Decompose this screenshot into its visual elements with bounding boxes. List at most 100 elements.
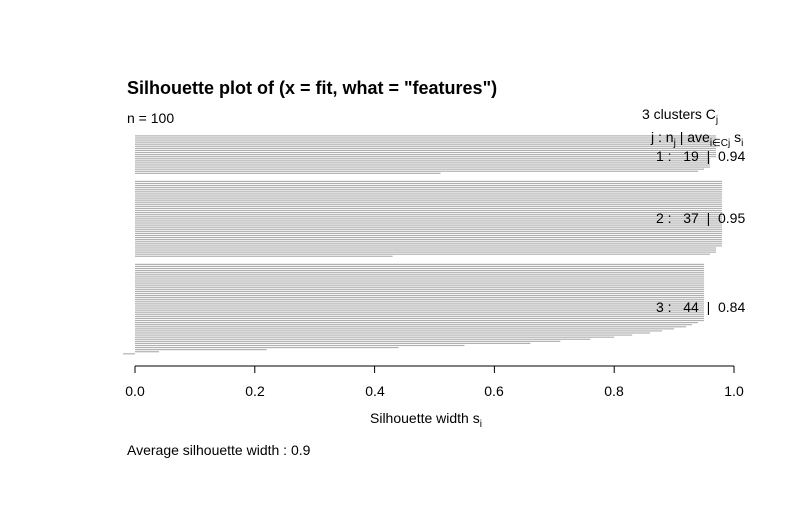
silhouette-bar [135, 301, 705, 303]
silhouette-bar [135, 162, 711, 164]
columns-header-s-sub: i [741, 137, 744, 149]
silhouette-bar [135, 180, 723, 182]
silhouette-bar [135, 319, 705, 322]
silhouette-bar [135, 334, 633, 336]
cluster-1-label: 1 : 19 | 0.94 [656, 148, 746, 164]
silhouette-bar [135, 247, 717, 249]
cluster-2-bars [135, 180, 723, 257]
silhouette-bar [135, 193, 723, 195]
silhouette-bar [135, 317, 705, 320]
silhouette-bar [135, 145, 717, 147]
silhouette-bar [135, 216, 723, 218]
silhouette-bar [135, 255, 393, 257]
silhouette-bar [135, 141, 717, 143]
silhouette-bar [135, 280, 705, 282]
x-tick-label: 1.0 [724, 383, 744, 399]
silhouette-bar [135, 336, 615, 338]
x-axis-label: Silhouette width si [370, 410, 482, 430]
silhouette-bar [135, 189, 723, 191]
x-tick-label: 0.6 [484, 383, 504, 399]
silhouette-bar [135, 267, 705, 270]
silhouette-bar [135, 214, 723, 216]
silhouette-bar [135, 309, 705, 311]
silhouette-bar [135, 228, 723, 230]
silhouette-bar [135, 218, 723, 220]
silhouette-bar [135, 139, 717, 141]
silhouette-bar [135, 253, 711, 255]
clusters-header-sub: j [715, 114, 719, 126]
silhouette-bar [135, 209, 723, 212]
silhouette-bar [135, 342, 531, 344]
silhouette-bar [135, 236, 723, 239]
silhouette-bar [135, 292, 705, 295]
cluster-1-bars [135, 135, 717, 174]
silhouette-bar [135, 143, 717, 145]
clusters-header: 3 clusters Cj [642, 106, 718, 126]
silhouette-bar [135, 326, 687, 328]
silhouette-bar [135, 239, 723, 241]
silhouette-bar [135, 220, 723, 222]
silhouette-bar [135, 205, 723, 207]
silhouette-bar [135, 288, 705, 290]
silhouette-bar [135, 265, 705, 268]
silhouette-bar [135, 234, 723, 237]
silhouette-bar [135, 147, 717, 149]
silhouette-bar [135, 297, 705, 299]
cluster-3-label: 3 : 44 | 0.84 [656, 299, 746, 315]
silhouette-bar [135, 158, 711, 160]
silhouette-bar [135, 226, 723, 228]
silhouette-bar [135, 311, 705, 313]
columns-header-s: s [730, 129, 742, 145]
silhouette-bar [135, 322, 699, 324]
silhouette-bar [135, 164, 711, 166]
chart-title: Silhouette plot of (x = fit, what = "fea… [127, 78, 498, 98]
columns-header-j-sub: j [673, 137, 676, 149]
silhouette-bar [135, 290, 705, 292]
silhouette-bar [135, 249, 717, 251]
silhouette-bar [135, 230, 723, 232]
silhouette-bar [135, 243, 723, 245]
silhouette-bar [135, 313, 705, 315]
x-tick-label: 0.0 [125, 383, 145, 399]
silhouette-bar [135, 222, 723, 224]
silhouette-bar [123, 353, 135, 355]
silhouette-bar [135, 305, 705, 307]
silhouette-bar [135, 272, 705, 274]
silhouette-bar [135, 207, 723, 210]
x-tick-label: 0.2 [245, 383, 265, 399]
silhouette-bar [135, 195, 723, 197]
silhouette-bar [135, 276, 705, 278]
silhouette-bar [135, 203, 723, 205]
silhouette-bar [135, 212, 723, 214]
columns-header-ave: | ave [675, 129, 710, 145]
cluster-2-label: 2 : 37 | 0.95 [656, 210, 746, 226]
silhouette-bar [135, 332, 651, 334]
silhouette-bar [135, 182, 723, 185]
x-axis-label-text: Silhouette width s [370, 410, 480, 426]
silhouette-bar [135, 340, 561, 342]
silhouette-bar [135, 170, 699, 172]
silhouette-bar [135, 166, 711, 168]
silhouette-bar [135, 307, 705, 309]
silhouette-bar [135, 149, 717, 152]
silhouette-bar [135, 328, 675, 330]
silhouette-bar [135, 245, 723, 247]
silhouette-bar [135, 168, 705, 170]
silhouette-bar [135, 274, 705, 276]
silhouette-bar [135, 346, 399, 349]
average-silhouette-label: Average silhouette width : 0.9 [127, 442, 311, 458]
silhouette-bar [135, 172, 441, 174]
silhouette-bar [135, 160, 711, 162]
silhouette-bar [135, 270, 705, 272]
silhouette-bar [135, 315, 705, 317]
columns-header-ave-sub: i∈Cj [709, 137, 731, 149]
columns-header: j : nj | avei∈Cj si [651, 129, 743, 149]
silhouette-bar [135, 199, 723, 201]
silhouette-bar [135, 284, 705, 286]
x-tick-label: 0.4 [365, 383, 385, 399]
silhouette-bar [135, 154, 717, 156]
silhouette-bar [135, 251, 717, 253]
silhouette-bar [135, 303, 705, 305]
clusters-header-text: 3 clusters C [642, 106, 716, 122]
silhouette-bar [135, 137, 717, 139]
